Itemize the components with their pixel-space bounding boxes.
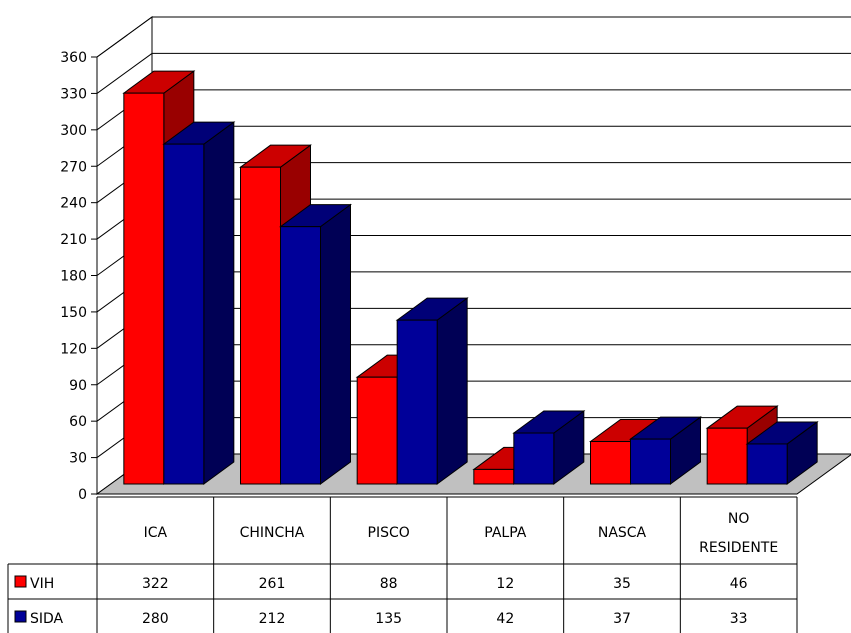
data-label: 88 — [380, 576, 398, 592]
bar-front — [590, 441, 631, 485]
bar-sida — [628, 416, 703, 485]
bar-front — [163, 143, 205, 485]
bars — [122, 70, 819, 485]
bar-front — [356, 376, 398, 485]
bar-side — [320, 203, 351, 485]
bar-front — [473, 468, 515, 485]
bar-front — [280, 226, 321, 485]
y-tick-label: 360 — [60, 50, 87, 66]
y-tick-label: 90 — [69, 378, 87, 394]
y-tick-label: 60 — [69, 414, 87, 430]
data-label: 46 — [730, 576, 748, 592]
legend-label-sida: SIDA — [30, 611, 64, 627]
bar-sida — [512, 410, 586, 485]
data-label: 12 — [496, 576, 514, 592]
legend-swatch-sida — [14, 610, 27, 623]
bar-front — [630, 438, 671, 485]
category-label: NASCA — [598, 525, 647, 541]
data-label: 135 — [375, 611, 402, 627]
bar-front — [396, 319, 438, 485]
bar-sida — [395, 297, 469, 485]
data-label: 35 — [613, 576, 631, 592]
data-label: 322 — [142, 576, 169, 592]
bar-sida — [278, 203, 353, 485]
bar-sida — [162, 121, 236, 485]
data-label: 42 — [496, 611, 514, 627]
bar-front — [123, 92, 165, 485]
bar-side — [436, 297, 468, 485]
bar-front — [746, 443, 788, 485]
bar-front — [706, 427, 748, 485]
data-label: 37 — [613, 611, 631, 627]
y-tick-label: 120 — [60, 341, 87, 357]
category-label: RESIDENTE — [699, 540, 778, 556]
data-label: 212 — [259, 611, 286, 627]
y-tick-label: 240 — [60, 196, 87, 212]
bar-front — [513, 432, 555, 485]
bar-side — [203, 121, 235, 485]
data-table: ICA CHINCHA PISCO PALPA NASCA NO RESIDENTE VIH 3… — [7, 496, 798, 633]
bar-sida — [745, 420, 819, 485]
bar-front — [240, 166, 281, 485]
category-label: PISCO — [368, 525, 410, 541]
legend-label-vih: VIH — [30, 576, 54, 592]
y-tick-label: 180 — [60, 269, 87, 285]
category-label: ICA — [144, 525, 168, 541]
y-tick-label: 210 — [60, 232, 87, 248]
data-label: 280 — [142, 611, 169, 627]
data-label: 33 — [730, 611, 748, 627]
y-tick-label: 150 — [60, 305, 87, 321]
gridline-side — [96, 16, 153, 58]
y-tick-label: 330 — [60, 86, 87, 102]
data-label: 261 — [259, 576, 286, 592]
legend-swatch-vih — [14, 575, 27, 588]
y-tick-label: 300 — [60, 123, 87, 139]
gridline-side — [96, 53, 153, 94]
y-tick-label: 270 — [60, 159, 87, 175]
category-label: NO — [728, 511, 750, 527]
y-tick-label: 30 — [69, 451, 87, 467]
y-axis: 0 30 60 90 120 150 180 210 240 270 300 330 360 — [60, 50, 98, 503]
category-label: CHINCHA — [240, 525, 305, 541]
y-tick-label: 0 — [78, 487, 87, 503]
category-label: PALPA — [484, 525, 526, 541]
